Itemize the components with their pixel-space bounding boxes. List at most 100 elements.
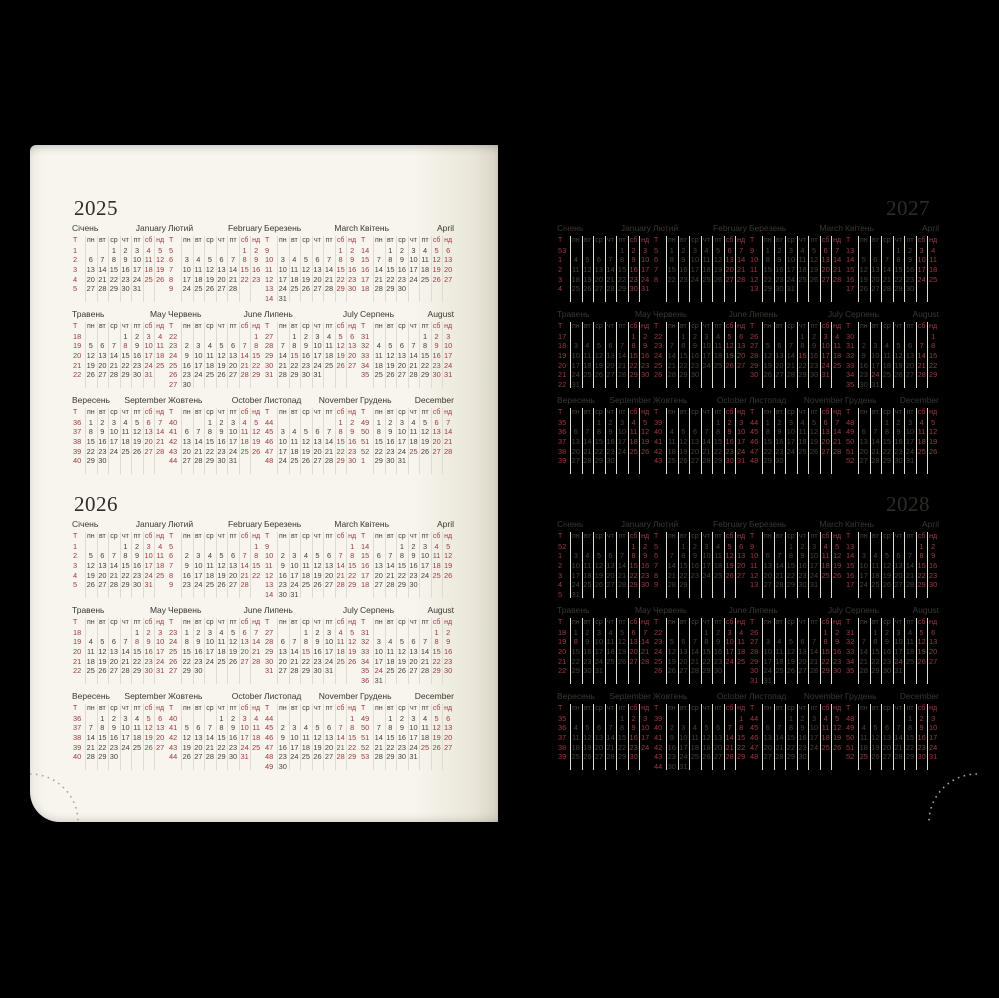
week-number: 25 bbox=[654, 656, 663, 666]
column-separator bbox=[384, 618, 386, 684]
month-name-ua: Квітень bbox=[360, 519, 390, 529]
day-cell: 18 bbox=[882, 360, 892, 370]
day-cell: 13 bbox=[228, 351, 238, 361]
weekday-header: чт bbox=[799, 533, 806, 540]
day-cell: 23 bbox=[182, 580, 191, 590]
day-cell bbox=[300, 542, 312, 552]
column-separator bbox=[384, 704, 386, 770]
weekday-header: нд bbox=[833, 619, 842, 626]
column-separator bbox=[396, 704, 398, 770]
day-cell bbox=[181, 246, 193, 256]
week-number: 41 bbox=[169, 427, 178, 437]
column-separator bbox=[927, 236, 929, 302]
day-cell: 12 bbox=[882, 561, 892, 571]
column-separator bbox=[396, 532, 398, 598]
column-separator bbox=[108, 322, 110, 388]
week-number: 42 bbox=[169, 733, 178, 743]
day-cell: 15 bbox=[679, 351, 688, 361]
day-cell bbox=[289, 714, 301, 724]
day-cell: 11 bbox=[302, 561, 310, 571]
day-cell bbox=[701, 714, 713, 724]
day-cell: 24 bbox=[894, 656, 903, 666]
day-cell: 8 bbox=[739, 723, 744, 733]
day-cell: 9 bbox=[146, 637, 151, 647]
day-cell: 2 bbox=[146, 627, 151, 637]
day-cell bbox=[193, 332, 205, 342]
day-cell: 4 bbox=[800, 245, 805, 255]
day-cell: 10 bbox=[571, 351, 580, 361]
week-number: 3 bbox=[73, 561, 78, 571]
column-separator bbox=[346, 408, 348, 474]
weekday-header: Т bbox=[73, 237, 78, 244]
day-cell: 2 bbox=[350, 245, 355, 255]
column-separator bbox=[250, 236, 252, 302]
month-name: Жовтень October bbox=[168, 395, 262, 408]
day-cell bbox=[701, 370, 713, 380]
day-cell bbox=[808, 456, 820, 466]
weekday-header: пт bbox=[133, 323, 141, 330]
day-cell: 9 bbox=[446, 637, 451, 647]
day-cell: 23 bbox=[629, 274, 638, 284]
weekday-header: пт bbox=[618, 533, 626, 540]
day-cell: 4 bbox=[326, 331, 332, 341]
day-cell: 1 bbox=[123, 331, 128, 341]
day-cell: 9 bbox=[681, 255, 686, 265]
week-number: 34 bbox=[846, 656, 855, 666]
week-row: 46 10 11 12 13 14 15 16 bbox=[264, 437, 358, 447]
day-cell: 2 bbox=[800, 713, 805, 723]
column-separator bbox=[108, 704, 110, 770]
day-cell bbox=[277, 246, 289, 256]
column-separator bbox=[215, 532, 217, 598]
day-cell: 19 bbox=[871, 742, 880, 752]
week-number: 44 bbox=[169, 752, 178, 762]
week-number: 22 bbox=[73, 370, 82, 380]
week-row: 10 6 7 8 9 10 11 12 bbox=[749, 551, 843, 561]
weekday-header: Т bbox=[846, 409, 851, 416]
day-cell bbox=[97, 332, 109, 342]
day-cell: 5 bbox=[619, 627, 625, 637]
week-number: 40 bbox=[654, 723, 663, 733]
weekday-header: пн bbox=[667, 409, 676, 416]
day-cell: 2 bbox=[919, 713, 924, 723]
column-separator bbox=[154, 322, 156, 388]
day-cell: 25 bbox=[917, 446, 926, 456]
day-cell bbox=[582, 590, 594, 600]
week-number: 20 bbox=[73, 351, 82, 361]
weekday-header: пн bbox=[763, 237, 772, 244]
day-cell: 19 bbox=[386, 360, 395, 370]
weekday-header: Т bbox=[73, 705, 78, 712]
week-row: 14 30 31 bbox=[264, 590, 358, 600]
week-number: 47 bbox=[265, 446, 274, 456]
weekday-header: Т bbox=[846, 705, 851, 712]
weekday-header: ср bbox=[302, 533, 310, 540]
month-name-ua: Вересень bbox=[72, 395, 110, 405]
column-separator bbox=[785, 408, 787, 474]
column-separator bbox=[796, 322, 798, 388]
day-cell: 3 bbox=[134, 245, 140, 255]
day-cell bbox=[689, 418, 701, 428]
weekday-header: ср bbox=[206, 323, 214, 330]
day-cell: 15 bbox=[86, 437, 95, 447]
day-cell bbox=[831, 752, 843, 762]
day-cell: 21 bbox=[228, 274, 238, 284]
day-cell: 1 bbox=[800, 331, 805, 341]
day-cell: 25 bbox=[737, 656, 746, 666]
day-cell: 17 bbox=[324, 647, 334, 657]
week-number: 30 bbox=[750, 666, 759, 676]
day-cell: 21 bbox=[583, 446, 592, 456]
day-cell: 1 bbox=[919, 541, 924, 551]
week-number: 9 bbox=[750, 245, 755, 255]
day-cell: 21 bbox=[775, 742, 784, 752]
column-separator bbox=[442, 322, 444, 388]
day-cell: 5 bbox=[643, 417, 648, 427]
day-cell: 10 bbox=[205, 637, 215, 647]
